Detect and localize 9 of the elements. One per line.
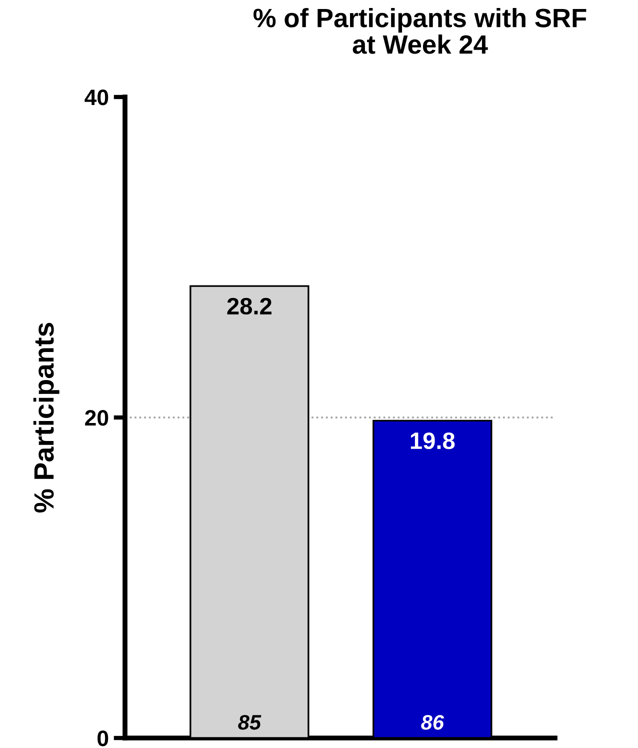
y-tick-label: 20: [85, 410, 108, 426]
y-tick-label: 0: [98, 730, 108, 746]
y-axis-title: % Participants: [33, 322, 60, 513]
data-label: 28.2: [227, 298, 272, 315]
annotation: 86: [421, 714, 444, 730]
chart-title: % of Participants with SRF at Week 24: [254, 8, 586, 54]
annotation: 85: [238, 714, 262, 730]
y-tick-label: 40: [84, 90, 108, 106]
data-label: 19.8: [410, 432, 455, 450]
